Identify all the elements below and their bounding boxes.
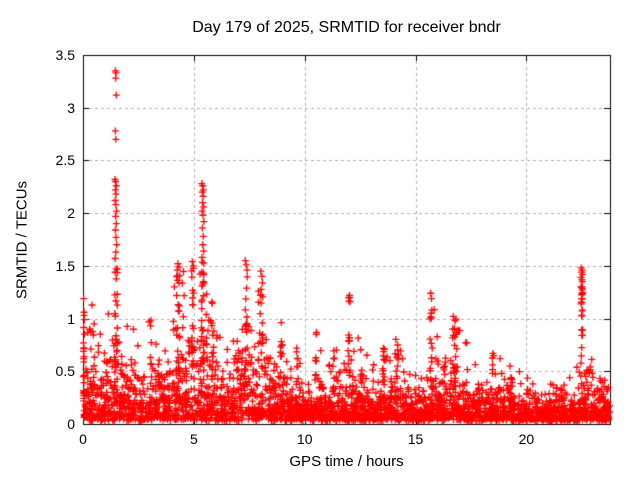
x-tick-label: 15 bbox=[407, 431, 424, 447]
y-tick-label: 1.5 bbox=[55, 257, 75, 274]
y-tick-label: 1 bbox=[67, 310, 75, 327]
x-tick-label: 20 bbox=[518, 431, 535, 447]
y-tick-label: 2 bbox=[67, 205, 75, 222]
y-tick-label: 3 bbox=[67, 99, 75, 116]
x-tick-label: 0 bbox=[79, 431, 87, 447]
x-axis-label: GPS time / hours bbox=[289, 453, 404, 470]
y-tick-label: 2.5 bbox=[55, 152, 75, 169]
chart-title: Day 179 of 2025, SRMTID for receiver bnd… bbox=[192, 19, 501, 36]
x-tick-label: 5 bbox=[189, 431, 198, 447]
y-axis-label: SRMTID / TECUs bbox=[13, 180, 31, 300]
y-tick-label: 0.5 bbox=[55, 363, 75, 380]
y-tick-label: 3.5 bbox=[55, 47, 75, 63]
y-tick-label: 0 bbox=[67, 416, 75, 432]
x-tick-label: 10 bbox=[296, 431, 313, 447]
